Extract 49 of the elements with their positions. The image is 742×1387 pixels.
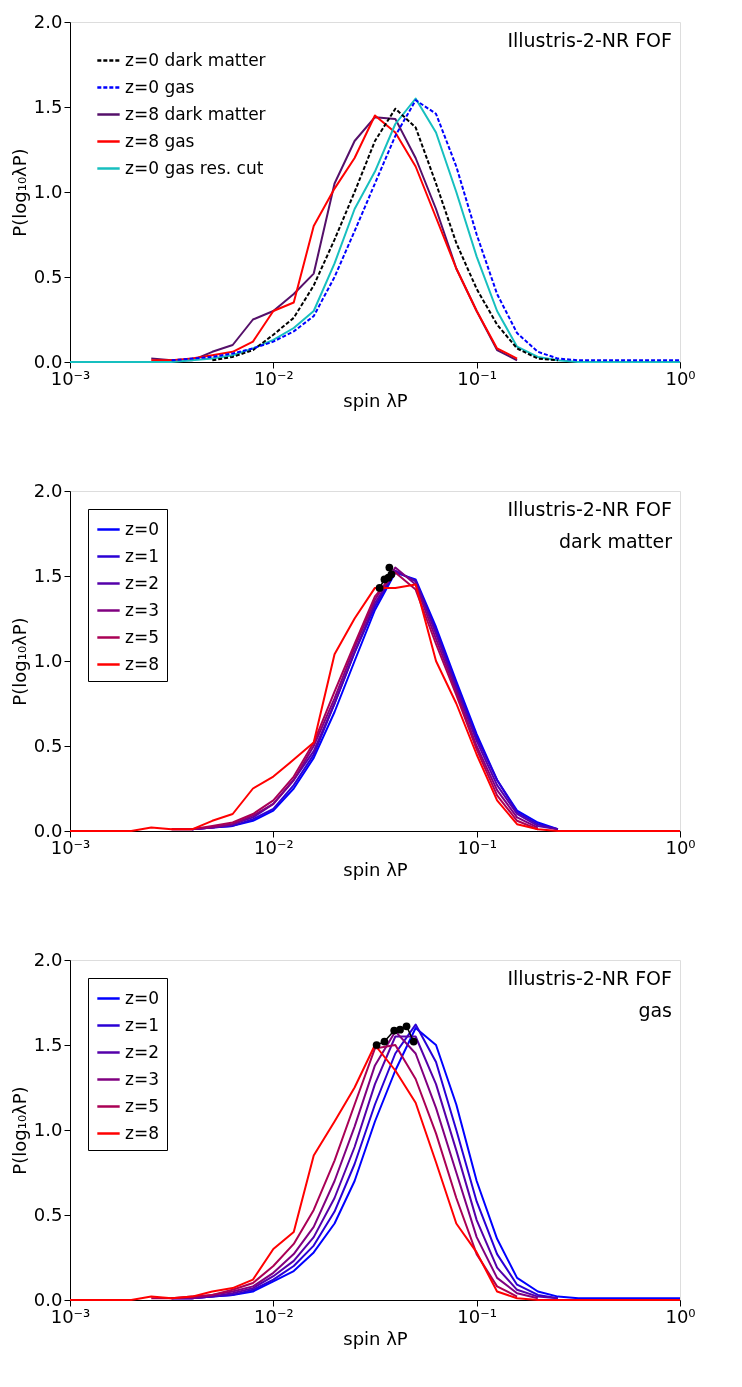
y-tick-label: 1.0 bbox=[33, 1118, 63, 1140]
x-axis-title: spin λP bbox=[343, 858, 408, 880]
legend-label: z=1 bbox=[125, 545, 159, 566]
legend-label: z=8 dark matter bbox=[125, 103, 266, 124]
x-axis-title: spin λP bbox=[343, 1327, 408, 1349]
x-tick-label: 10⁻² bbox=[254, 836, 294, 858]
legend-label: z=2 bbox=[125, 1041, 159, 1062]
x-tick-label: 10⁻¹ bbox=[457, 1305, 497, 1327]
x-tick-label: 10⁰ bbox=[665, 836, 696, 858]
x-tick-label: 10⁻¹ bbox=[457, 367, 497, 389]
y-tick-label: 1.5 bbox=[33, 95, 63, 117]
y-tick-label: 2.0 bbox=[33, 948, 63, 970]
annotation: Illustris-2-NR FOF bbox=[507, 498, 672, 520]
legend-label: z=0 bbox=[125, 987, 159, 1008]
y-tick-label: 2.0 bbox=[33, 10, 63, 32]
legend-label: z=3 bbox=[125, 1068, 159, 1089]
x-tick-label: 10⁰ bbox=[665, 1305, 696, 1327]
y-axis-title: P(log₁₀λP) bbox=[8, 1086, 30, 1175]
x-tick-label: 10⁻¹ bbox=[457, 836, 497, 858]
legend-label: z=0 bbox=[125, 518, 159, 539]
legend-label: z=2 bbox=[125, 572, 159, 593]
y-tick-label: 1.5 bbox=[33, 1033, 63, 1055]
annotation: Illustris-2-NR FOF bbox=[507, 967, 672, 989]
y-tick-label: 1.0 bbox=[33, 649, 63, 671]
y-tick-label: 1.5 bbox=[33, 564, 63, 586]
legend-label: z=8 bbox=[125, 1122, 159, 1143]
legend-label: z=5 bbox=[125, 626, 159, 647]
legend-label: z=8 bbox=[125, 653, 159, 674]
y-tick-label: 0.5 bbox=[33, 1203, 63, 1225]
legend-label: z=1 bbox=[125, 1014, 159, 1035]
y-tick-label: 1.0 bbox=[33, 180, 63, 202]
x-tick-label: 10⁻² bbox=[254, 367, 294, 389]
legend-label: z=8 gas bbox=[125, 130, 195, 151]
legend-label: z=5 bbox=[125, 1095, 159, 1116]
legend-label: z=0 gas bbox=[125, 76, 195, 97]
annotation: gas bbox=[638, 999, 672, 1021]
legend-label: z=3 bbox=[125, 599, 159, 620]
x-tick-label: 10⁻² bbox=[254, 1305, 294, 1327]
y-tick-label: 2.0 bbox=[33, 479, 63, 501]
annotation: dark matter bbox=[558, 530, 673, 552]
y-tick-label: 0.5 bbox=[33, 734, 63, 756]
y-axis-title: P(log₁₀λP) bbox=[8, 148, 30, 237]
y-axis-title: P(log₁₀λP) bbox=[8, 617, 30, 706]
legend-label: z=0 gas res. cut bbox=[125, 157, 264, 178]
x-axis-title: spin λP bbox=[343, 389, 408, 411]
x-tick-label: 10⁰ bbox=[665, 367, 696, 389]
annotation: Illustris-2-NR FOF bbox=[507, 29, 672, 51]
y-tick-label: 0.5 bbox=[33, 265, 63, 287]
legend-label: z=0 dark matter bbox=[125, 49, 266, 70]
